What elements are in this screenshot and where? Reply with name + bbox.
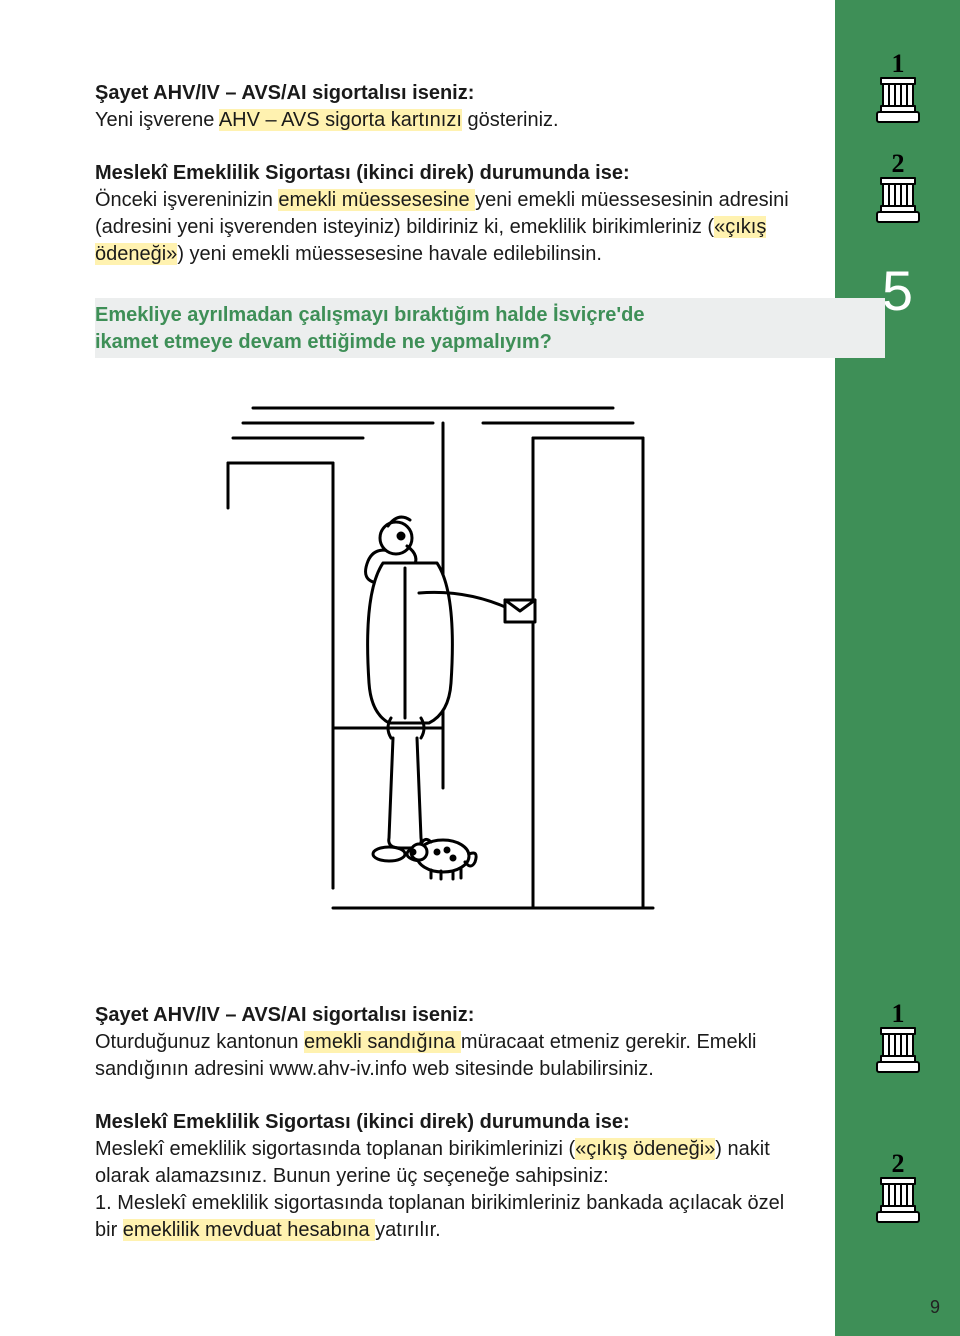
- page-number: 9: [930, 1297, 940, 1318]
- section3-heading: Şayet AHV/IV – AVS/AI sigortalısı iseniz…: [95, 1004, 474, 1026]
- section2-para: Meslekî Emeklilik Sigortası (ikinci dire…: [95, 160, 790, 268]
- section3-hl: emekli sandığına: [304, 1031, 461, 1053]
- pillar-2-top: 2: [835, 148, 960, 226]
- svg-text:2: 2: [891, 1149, 904, 1178]
- pillar-2-icon: 2: [869, 148, 927, 226]
- section4-hl1: «çıkış ödeneği»: [575, 1138, 715, 1160]
- question-block: Emekliye ayrılmadan çalışmayı bıraktığım…: [95, 298, 885, 358]
- section2-pre: Önceki işvereninizin: [95, 189, 278, 211]
- section1-para: Şayet AHV/IV – AVS/AI sigortalısı iseniz…: [95, 80, 790, 134]
- question-line2: ikamet etmeye devam ettiğimde ne yapmalı…: [95, 329, 885, 356]
- section1-post: gösteriniz.: [462, 109, 559, 131]
- section4-item1-post: yatırılır.: [375, 1219, 441, 1241]
- section2-hl1: emekli müessesesine: [278, 189, 475, 211]
- section2-heading: Meslekî Emeklilik Sigortası (ikinci dire…: [95, 162, 630, 184]
- section1-heading: Şayet AHV/IV – AVS/AI sigortalısı iseniz…: [95, 82, 474, 104]
- pillar-1-icon: 1: [869, 48, 927, 126]
- pillar-1-icon: 1: [869, 998, 927, 1076]
- lower-content: Şayet AHV/IV – AVS/AI sigortalısı iseniz…: [95, 1002, 790, 1244]
- pillar-1-top: 1: [835, 48, 960, 126]
- section1-hl: AHV – AVS sigorta kartınızı: [219, 109, 462, 131]
- sidebar: 1 2 5 1: [835, 0, 960, 1336]
- section2-post: ) yeni emekli müessesesine havale edileb…: [177, 243, 602, 265]
- section3-pre: Oturduğunuz kantonun: [95, 1031, 304, 1053]
- section3-para: Şayet AHV/IV – AVS/AI sigortalısı iseniz…: [95, 1002, 790, 1083]
- pillar-2-icon: 2: [869, 1148, 927, 1226]
- section4-heading: Meslekî Emeklilik Sigortası (ikinci dire…: [95, 1111, 630, 1133]
- section4-item1-hl: emeklilik mevduat hesabına: [123, 1219, 375, 1241]
- pillar-2-bottom: 2: [835, 1148, 960, 1226]
- svg-text:1: 1: [891, 999, 904, 1028]
- svg-text:1: 1: [891, 49, 904, 78]
- main-content: Şayet AHV/IV – AVS/AI sigortalısı iseniz…: [95, 80, 790, 958]
- section1-pre: Yeni işverene: [95, 109, 219, 131]
- svg-text:2: 2: [891, 149, 904, 178]
- pillar-1-bottom: 1: [835, 998, 960, 1076]
- maze-illustration: [183, 368, 703, 928]
- question-line1: Emekliye ayrılmadan çalışmayı bıraktığım…: [95, 302, 885, 329]
- section4-pre: Meslekî emeklilik sigortasında toplanan …: [95, 1138, 575, 1160]
- section4-para: Meslekî Emeklilik Sigortası (ikinci dire…: [95, 1109, 790, 1244]
